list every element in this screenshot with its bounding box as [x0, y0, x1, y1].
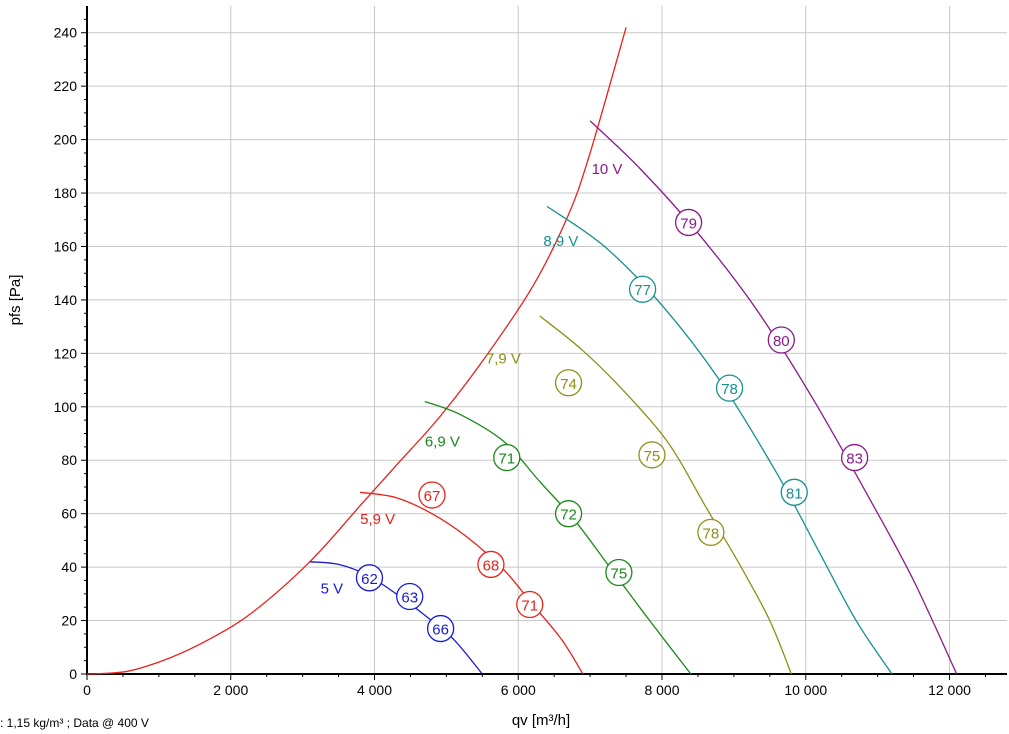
noise-marker-label: 72 [560, 507, 577, 524]
x-tick-label-1: 2 000 [213, 682, 248, 698]
series-label-2: 6,9 V [425, 434, 460, 451]
noise-marker-circle [477, 550, 505, 579]
boundary-curve [86, 27, 627, 675]
y-tick-label-6: 120 [54, 345, 78, 361]
y-axis-title: pfs [Pa] [7, 275, 24, 326]
noise-marker-label: 78 [721, 381, 738, 398]
noise-marker-3-2: 78 [697, 518, 725, 547]
noise-marker-5-2: 83 [840, 443, 869, 472]
noise-marker-2-2: 75 [605, 558, 633, 587]
noise-marker-circle [780, 478, 808, 506]
x-tick-label-0: 0 [83, 682, 91, 698]
y-tick-label-1: 20 [61, 613, 77, 629]
y-tick-label-10: 200 [54, 132, 78, 148]
noise-marker-label: 66 [432, 622, 449, 639]
noise-marker-label: 79 [680, 215, 697, 232]
noise-marker-circle [840, 443, 869, 472]
noise-marker-1-2: 71 [516, 590, 544, 619]
noise-marker-label: 81 [786, 485, 803, 502]
noise-marker-label: 80 [773, 333, 790, 350]
series-curve-0 [309, 561, 483, 675]
noise-marker-circle [493, 443, 521, 472]
series-label-5: 10 V [592, 161, 623, 178]
noise-marker-3-1: 75 [638, 441, 666, 469]
noise-marker-3-0: 74 [554, 369, 583, 397]
noise-marker-circle [638, 441, 666, 469]
noise-marker-label: 68 [483, 557, 500, 574]
noise-marker-4-1: 78 [715, 374, 744, 402]
noise-marker-label: 75 [644, 448, 661, 465]
noise-marker-circle [554, 500, 583, 528]
series-curve-4 [546, 205, 893, 675]
series-label-3: 7,9 V [486, 351, 521, 368]
y-tick-label-5: 100 [54, 399, 78, 415]
noise-marker-circle [767, 326, 795, 354]
noise-marker-label: 67 [424, 488, 441, 505]
markers: 62 63 66 67 68 71 71 72 75 74 75 78 77 78 81 79 80 83 [355, 208, 869, 643]
noise-marker-1-1: 68 [477, 550, 505, 579]
x-tick-label-6: 12 000 [928, 682, 971, 698]
y-tick-label-9: 180 [54, 185, 78, 201]
noise-marker-label: 83 [846, 451, 863, 468]
noise-marker-0-1: 63 [396, 582, 424, 611]
x-axis-title: qv [m³/h] [512, 712, 570, 729]
y-tick-label-0: 0 [69, 666, 77, 682]
noise-marker-label: 71 [521, 598, 538, 615]
noise-marker-5-0: 79 [674, 208, 703, 237]
y-tick-label-12: 240 [54, 25, 78, 41]
noise-marker-label: 75 [611, 565, 628, 582]
noise-marker-1-0: 67 [418, 481, 446, 509]
y-tick-label-11: 220 [54, 78, 78, 94]
x-tick-label-2: 4 000 [357, 682, 392, 698]
footnote: : 1,15 kg/m³ ; Data @ 400 V [0, 716, 149, 730]
noise-marker-label: 77 [634, 282, 651, 299]
noise-marker-0-2: 66 [426, 614, 455, 643]
series-label-1: 5,9 V [360, 511, 395, 528]
noise-marker-circle [418, 481, 446, 509]
series-label-4: 8,9 V [543, 233, 578, 250]
noise-marker-4-2: 81 [780, 478, 808, 506]
noise-marker-circle [715, 374, 744, 402]
noise-marker-label: 63 [401, 590, 418, 607]
series-labels: 5 V 5,9 V 6,9 V 7,9 V 8,9 V 10 V [321, 161, 623, 598]
noise-marker-circle [605, 558, 633, 587]
noise-marker-0-0: 62 [355, 564, 384, 592]
noise-marker-circle [396, 582, 424, 611]
curves [86, 27, 958, 675]
noise-marker-circle [674, 208, 703, 237]
noise-marker-circle [554, 369, 583, 397]
series-label-0: 5 V [321, 580, 344, 597]
y-tick-label-3: 60 [61, 506, 77, 522]
noise-marker-label: 78 [703, 525, 720, 542]
noise-marker-5-1: 80 [767, 326, 795, 354]
y-tick-label-7: 140 [54, 292, 78, 308]
x-tick-label-5: 10 000 [784, 682, 827, 698]
x-tick-label-3: 6 000 [501, 682, 536, 698]
grid [87, 6, 1007, 674]
y-tick-label-4: 80 [61, 452, 77, 468]
series-curve-3 [539, 315, 793, 675]
noise-marker-label: 74 [560, 376, 577, 393]
noise-marker-2-1: 72 [554, 500, 583, 528]
y-tick-label-8: 160 [54, 238, 78, 254]
noise-marker-label: 62 [361, 571, 378, 588]
noise-marker-label: 71 [498, 451, 515, 468]
y-tick-label-2: 40 [61, 559, 77, 575]
noise-marker-2-0: 71 [493, 443, 521, 472]
noise-marker-circle [628, 275, 657, 303]
series-curve-5 [589, 120, 958, 675]
x-tick-label-4: 8 000 [644, 682, 679, 698]
axes [81, 6, 1007, 680]
noise-marker-circle [697, 518, 725, 547]
noise-marker-circle [355, 564, 384, 592]
noise-marker-circle [426, 614, 455, 643]
tick-labels: 0 2 000 4 000 6 000 8 000 10 000 12 000 0 20 40 60… [54, 25, 971, 698]
noise-marker-4-0: 77 [628, 275, 657, 303]
noise-marker-circle [516, 590, 544, 619]
